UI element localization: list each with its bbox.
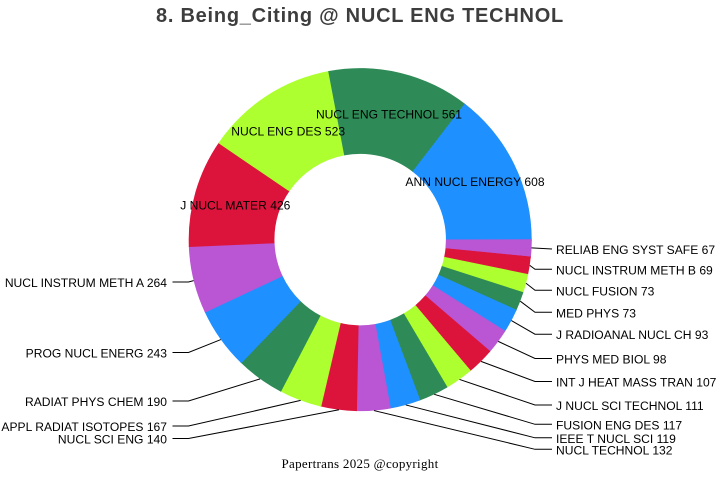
- svg-text:NUCL INSTRUM METH A 264: NUCL INSTRUM METH A 264: [5, 276, 167, 290]
- svg-text:PROG NUCL ENERG 243: PROG NUCL ENERG 243: [26, 346, 168, 360]
- svg-text:J NUCL SCI TECHNOL 111: J NUCL SCI TECHNOL 111: [556, 399, 704, 413]
- svg-text:J NUCL MATER 426: J NUCL MATER 426: [180, 199, 290, 213]
- svg-text:NUCL SCI ENG 140: NUCL SCI ENG 140: [58, 432, 167, 446]
- svg-text:NUCL FUSION 73: NUCL FUSION 73: [556, 284, 655, 298]
- svg-text:IEEE T NUCL SCI 119: IEEE T NUCL SCI 119: [556, 432, 676, 446]
- svg-text:PHYS MED BIOL 98: PHYS MED BIOL 98: [556, 352, 667, 366]
- svg-text:RADIAT PHYS CHEM 190: RADIAT PHYS CHEM 190: [25, 395, 167, 409]
- svg-text:ANN NUCL ENERGY 608: ANN NUCL ENERGY 608: [405, 175, 544, 189]
- svg-text:INT J HEAT MASS TRAN 107: INT J HEAT MASS TRAN 107: [556, 375, 717, 389]
- svg-text:RELIAB ENG SYST SAFE 67: RELIAB ENG SYST SAFE 67: [556, 243, 715, 257]
- svg-text:NUCL INSTRUM METH B 69: NUCL INSTRUM METH B 69: [556, 263, 713, 277]
- svg-text:NUCL ENG DES 523: NUCL ENG DES 523: [231, 124, 345, 138]
- svg-text:MED PHYS 73: MED PHYS 73: [556, 306, 636, 320]
- svg-text:FUSION ENG DES 117: FUSION ENG DES 117: [556, 418, 682, 432]
- svg-text:APPL RADIAT ISOTOPES 167: APPL RADIAT ISOTOPES 167: [1, 420, 167, 434]
- svg-text:J RADIOANAL NUCL CH 93: J RADIOANAL NUCL CH 93: [556, 328, 709, 342]
- svg-text:NUCL ENG TECHNOL 561: NUCL ENG TECHNOL 561: [316, 107, 462, 121]
- svg-text:NUCL TECHNOL 132: NUCL TECHNOL 132: [556, 443, 673, 457]
